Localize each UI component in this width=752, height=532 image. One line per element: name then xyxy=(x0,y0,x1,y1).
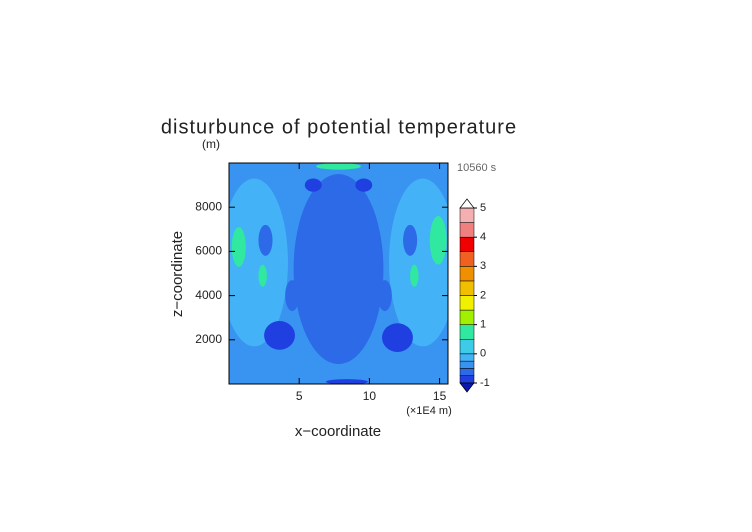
colorbar-segment xyxy=(459,295,475,311)
y-axis-label: z−coordinate xyxy=(169,231,186,317)
colorbar-segment xyxy=(459,236,475,253)
contour-field xyxy=(229,163,448,384)
contour-region xyxy=(355,178,373,192)
colorbar-tick-label: 1 xyxy=(480,319,486,331)
colorbar-segment xyxy=(459,266,475,282)
colorbar-segment xyxy=(459,353,475,362)
contour-region xyxy=(410,264,419,287)
colorbar-tick-label: 5 xyxy=(480,202,486,214)
colorbar-segment xyxy=(459,251,475,267)
y-unit: (m) xyxy=(202,137,220,151)
contour-region xyxy=(229,178,288,347)
contour-region xyxy=(403,224,418,256)
x-unit: (×1E4 m) xyxy=(406,405,452,417)
colorbar-tick-label: 2 xyxy=(480,289,486,301)
contour-region xyxy=(377,280,392,312)
chart-title: disturbunce of potential temperature xyxy=(161,116,517,138)
y-tick-label: 4000 xyxy=(195,288,222,302)
colorbar-segment xyxy=(459,339,475,355)
colorbar-under xyxy=(459,382,475,393)
colorbar-segment xyxy=(459,207,475,223)
contour-region xyxy=(316,163,361,170)
contour-region xyxy=(325,379,368,384)
contour-region xyxy=(429,216,447,265)
y-tick-label: 2000 xyxy=(195,332,222,346)
contour-region xyxy=(304,178,322,192)
colorbar-segment xyxy=(459,324,475,340)
plot-frame xyxy=(228,162,449,385)
contour-region xyxy=(258,224,273,256)
contour-region xyxy=(285,280,300,312)
colorbar-tick-label: 0 xyxy=(480,348,486,360)
colorbar-tick-label: -1 xyxy=(480,377,490,389)
colorbar-segment xyxy=(459,368,475,376)
colorbar-segment xyxy=(459,375,475,384)
y-tick-label: 8000 xyxy=(195,199,222,213)
contour-region xyxy=(293,174,384,365)
colorbar-segment xyxy=(459,222,475,238)
colorbar-segment xyxy=(459,360,475,369)
colorbar-segment xyxy=(459,280,475,296)
colorbar-tick-label: 3 xyxy=(480,260,486,272)
colorbar-tick-label: 4 xyxy=(480,231,486,243)
contour-region xyxy=(264,321,295,350)
y-tick-label: 6000 xyxy=(195,244,222,258)
x-tick-label: 10 xyxy=(363,389,377,403)
x-tick-label: 5 xyxy=(296,389,303,403)
colorbar-segment xyxy=(459,309,475,325)
colorbar-over xyxy=(459,198,475,209)
x-tick-label: 15 xyxy=(433,389,447,403)
contour-region xyxy=(389,178,448,347)
time-label: 10560 s xyxy=(457,162,497,174)
contour-region xyxy=(258,264,267,287)
contour-region xyxy=(231,227,246,267)
x-axis-label: x−coordinate xyxy=(295,423,381,440)
contour-region xyxy=(382,323,413,352)
